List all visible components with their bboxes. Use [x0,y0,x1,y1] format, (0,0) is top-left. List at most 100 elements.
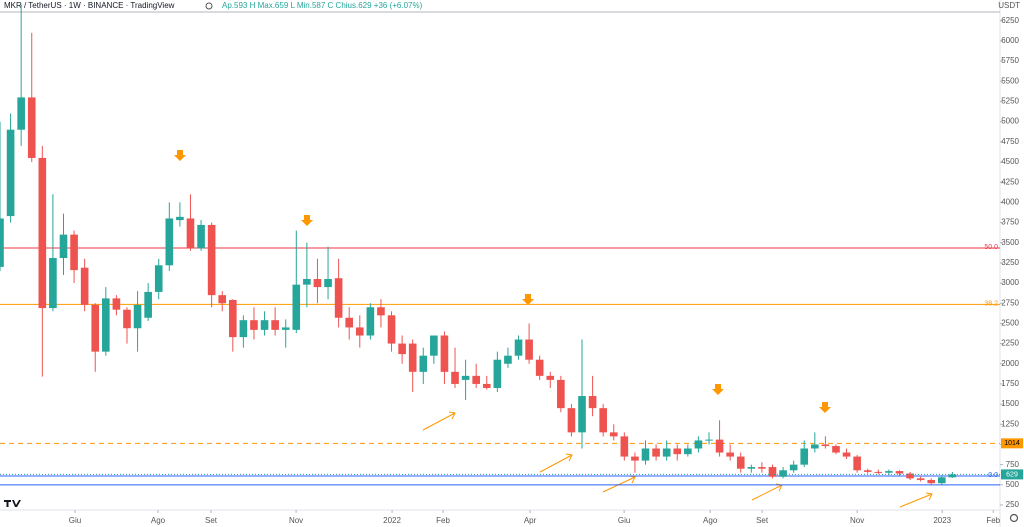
candle-body [133,304,142,329]
candle-body [578,396,586,433]
y-tick-label: 4250 [1001,177,1019,186]
down-arrow [522,294,534,305]
candle-body [842,452,851,457]
level-label: 38.2 [984,300,998,307]
last-price-label: 629 [1006,471,1018,478]
y-tick-label: 5250 [1001,97,1019,106]
candle-body [736,456,745,469]
y-tick-label: 3250 [1001,258,1019,267]
candle-body [874,471,883,473]
candle-body [197,224,205,249]
candle-body [70,234,78,271]
candle-body [620,436,629,457]
candle-body [461,375,470,380]
x-tick-label: Ago [703,516,718,525]
candle-body [112,298,121,310]
y-tick-label: 3750 [1001,218,1019,227]
candle-body [260,320,269,330]
candle-body [17,97,25,130]
x-tick-label: Feb [436,516,450,525]
candle-body [292,284,301,330]
y-tick-label: 750 [1006,460,1020,469]
x-tick-label: Apr [524,516,537,525]
candle-body [694,440,703,449]
logo-mark [4,500,21,507]
candle-body [345,317,354,328]
down-arrow [819,402,831,413]
candle-body [863,470,872,472]
candle-body [588,396,597,409]
candle-body [599,408,607,433]
candle-body [91,304,100,352]
candle-body [916,478,925,480]
candle-body [144,291,152,318]
candle-body [747,467,756,469]
candle-body [609,432,618,437]
y-tick-label: 3500 [1001,238,1019,247]
candle-body [228,299,237,338]
ohlc-legend: Ap.593 H Max.659 L Min.587 C Chius.629 +… [222,1,423,10]
candle-body [176,216,184,221]
y-tick-label: 2500 [1001,319,1019,328]
candle-body [535,359,544,376]
y-tick-label: 5500 [1001,76,1019,85]
candle-body [631,456,639,461]
candle-body [324,279,332,288]
candle-body [504,355,512,364]
candle-body [408,343,417,372]
y-tick-label: 6000 [1001,36,1019,45]
chart-title: MKR / TetherUS · 1W · BINANCE · TradingV… [4,1,175,10]
x-tick-label: Set [205,516,218,525]
candle-body [895,471,904,474]
candle-body [768,467,777,477]
candle-body [758,467,766,469]
x-tick-label: 2023 [933,516,951,525]
candle-body [186,218,195,249]
candle-body [557,379,565,409]
x-tick-label: Giu [618,516,630,525]
y-tick-label: 6250 [1001,16,1019,25]
candle-body [800,448,809,465]
up-arrow [422,411,456,431]
candle-body [355,327,364,336]
settings-icon[interactable] [1009,513,1019,523]
candle-body [123,309,131,329]
down-arrow [712,384,724,395]
candle-body [853,456,861,471]
candle-body [715,439,724,453]
candle-body [948,474,957,478]
candle-body [779,470,787,477]
visibility-icon[interactable] [205,2,213,10]
candle-body [567,408,576,433]
up-arrow [539,453,573,473]
candle-body [937,477,946,484]
candle-body [662,448,671,457]
candle-body [641,448,650,461]
candle-body [239,320,248,338]
candle-body [377,307,385,316]
candle-body [59,234,68,259]
candle-body [525,339,533,360]
candle-body [811,444,819,449]
candle-body [303,279,311,285]
candle-body [165,218,174,266]
candle-body [419,355,428,372]
candle-body [6,129,15,217]
candle-body [387,315,396,344]
candle-body [482,383,491,388]
candle-body [927,479,936,484]
y-tick-label: 5000 [1001,117,1019,126]
candle-body [652,448,660,457]
candle-body [398,343,406,355]
candle-body [334,278,343,318]
candle-body [271,320,279,330]
candle-body [281,327,290,330]
y-tick-label: 2000 [1001,359,1019,368]
candles: 629 [0,4,1023,485]
candle-body [493,359,502,388]
y-tick-label: 250 [1006,500,1020,509]
candle-body [546,375,555,380]
candle-body [684,448,692,455]
